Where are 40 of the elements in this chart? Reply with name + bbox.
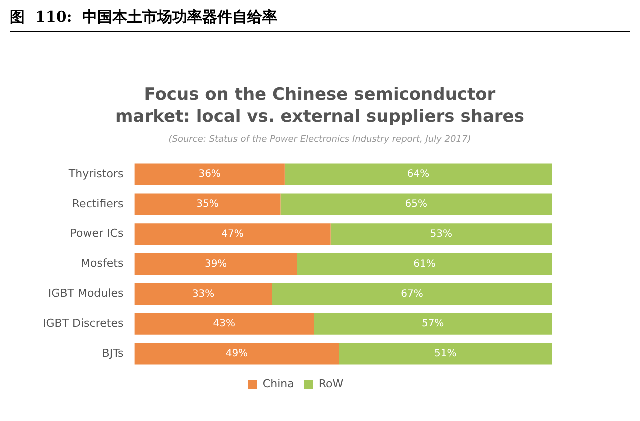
y-tick-label: Thyristors [68, 167, 124, 180]
data-label: 65% [405, 199, 428, 210]
data-label: 53% [430, 228, 453, 240]
data-label: 35% [196, 199, 219, 210]
data-label: 64% [407, 169, 430, 180]
text: (Source: Status of the Power Electronics Industry report, July 2017) [168, 135, 472, 145]
bar [280, 194, 552, 216]
bar [134, 194, 281, 216]
bar [134, 254, 298, 276]
y-tick-label: IGBT Discretes [42, 316, 124, 330]
bar [134, 283, 272, 305]
bar [134, 164, 285, 186]
data-label: 61% [414, 258, 436, 270]
y-tick-label: IGBT Modules [48, 287, 124, 300]
legend-label: China [262, 377, 294, 390]
data-label: 39% [204, 258, 228, 270]
data-label: 36% [198, 169, 221, 180]
data-label: 33% [192, 288, 215, 300]
chart-subtitle: Focus on the Chinese semiconductor market: local vs. external suppliers shares [114, 84, 526, 128]
bar [314, 313, 552, 335]
y-tick-label: Power ICs [70, 227, 124, 240]
data-label: 57% [422, 318, 444, 330]
data-label: 51% [434, 348, 457, 360]
data-label: 49% [226, 348, 248, 360]
bar [134, 343, 340, 365]
bar [284, 164, 552, 186]
legend-label: RoW [318, 377, 344, 390]
bar [134, 313, 314, 335]
bar [330, 224, 552, 246]
bar [297, 254, 552, 276]
y-tick-label: Rectifiers [72, 197, 124, 210]
chart-title: 图 110: 中国本土市场功率器件自给率 [10, 8, 278, 27]
data-label: 43% [213, 318, 236, 330]
data-label: 67% [401, 288, 424, 300]
bar [272, 283, 552, 305]
bar [339, 343, 552, 365]
data-label: 47% [222, 228, 244, 240]
y-tick-label: BJTs [102, 346, 124, 360]
bar [134, 224, 331, 246]
y-tick-label: Mosfets [81, 257, 124, 270]
